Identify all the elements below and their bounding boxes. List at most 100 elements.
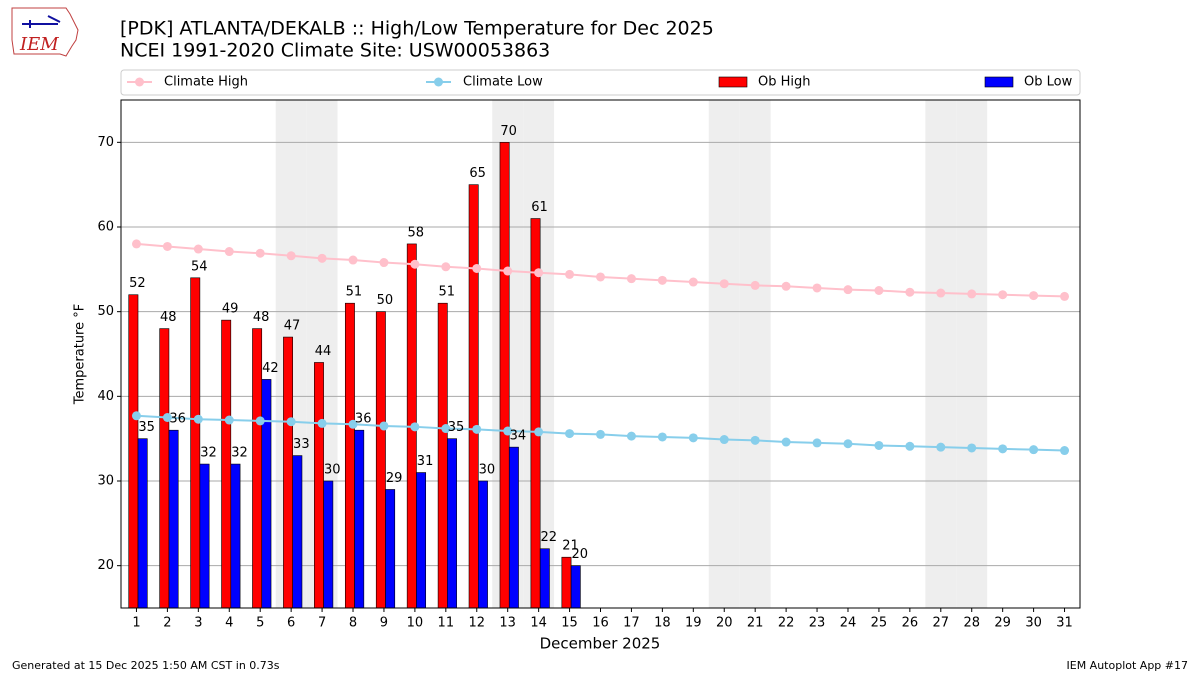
- value-label: 58: [408, 225, 425, 240]
- x-tick-label: 30: [1025, 616, 1042, 631]
- legend-swatch: [984, 76, 1014, 88]
- point: [193, 244, 203, 254]
- point: [162, 241, 172, 251]
- x-tick-label: 14: [530, 616, 547, 631]
- point: [255, 416, 265, 426]
- bar: [437, 302, 448, 609]
- value-label: 52: [129, 276, 146, 291]
- logo: IEM: [11, 7, 79, 57]
- point: [472, 263, 482, 273]
- chart-title: [PDK] ATLANTA/DEKALB :: High/Low Tempera…: [120, 18, 714, 40]
- legend-label: Ob High: [758, 75, 811, 90]
- point: [503, 266, 513, 276]
- bar: [199, 463, 210, 609]
- value-label: 51: [438, 285, 455, 300]
- point: [998, 444, 1008, 454]
- point: [317, 418, 327, 428]
- x-axis-label: December 2025: [540, 635, 661, 653]
- point: [1029, 291, 1039, 301]
- legend-marker: [434, 77, 443, 87]
- bar: [292, 455, 303, 609]
- value-label: 47: [284, 319, 301, 334]
- point: [874, 440, 884, 450]
- value-label: 36: [169, 412, 186, 427]
- y-axis-label: Temperature °F: [73, 304, 88, 405]
- x-tick-label: 21: [747, 616, 764, 631]
- logo-outline: [11, 7, 79, 57]
- point: [410, 259, 420, 269]
- x-tick-label: 9: [380, 616, 388, 631]
- value-label: 30: [324, 463, 341, 478]
- value-label: 49: [222, 302, 239, 317]
- point: [967, 289, 977, 299]
- legend-label: Climate High: [164, 75, 248, 90]
- value-label: 61: [531, 200, 548, 215]
- point: [162, 413, 172, 422]
- point: [224, 247, 234, 257]
- plot-frame: [120, 99, 1081, 609]
- point: [348, 419, 358, 429]
- value-label: 29: [386, 471, 403, 486]
- point: [565, 269, 575, 279]
- point: [781, 437, 791, 447]
- point: [936, 442, 946, 452]
- footer-right: IEM Autoplot App #17: [1067, 659, 1189, 672]
- bar: [323, 480, 334, 609]
- point: [719, 435, 729, 445]
- value-label: 36: [355, 412, 372, 427]
- point: [626, 274, 636, 284]
- point: [441, 262, 451, 272]
- point: [781, 281, 791, 291]
- x-tick-label: 26: [902, 616, 919, 631]
- x-tick-label: 28: [963, 616, 980, 631]
- bar: [375, 311, 386, 609]
- bar: [159, 328, 170, 609]
- point: [348, 255, 358, 265]
- y-tick-label: 50: [97, 304, 114, 319]
- bar: [561, 556, 572, 609]
- bar: [499, 142, 510, 609]
- bar: [354, 429, 365, 609]
- x-tick-label: 5: [256, 616, 264, 631]
- point: [193, 414, 203, 424]
- point: [750, 280, 760, 290]
- point: [998, 290, 1008, 300]
- x-tick-label: 20: [716, 616, 733, 631]
- logo-icon: [22, 15, 61, 28]
- value-label: 44: [315, 344, 332, 359]
- point: [565, 429, 575, 439]
- bar: [508, 446, 519, 609]
- bar: [570, 565, 581, 609]
- y-tick-label: 60: [97, 220, 114, 235]
- point: [131, 239, 141, 249]
- point: [657, 275, 667, 285]
- bar: [447, 438, 457, 609]
- point: [503, 426, 513, 436]
- point: [286, 251, 296, 261]
- bar: [137, 438, 148, 609]
- point: [596, 429, 605, 439]
- bar: [252, 328, 263, 609]
- y-tick-label: 20: [97, 558, 114, 573]
- point: [1060, 291, 1070, 301]
- point: [812, 283, 822, 293]
- value-label: 70: [500, 124, 517, 139]
- legend-label: Climate Low: [463, 75, 543, 90]
- legend-box: [120, 69, 1081, 96]
- x-tick-label: 25: [871, 616, 888, 631]
- weekend-band: [708, 100, 740, 608]
- line: [136, 242, 1065, 298]
- point: [657, 432, 667, 442]
- value-label: 54: [191, 259, 208, 274]
- x-tick-label: 24: [840, 616, 857, 631]
- legend-label: Ob Low: [1024, 75, 1073, 90]
- x-tick-label: 13: [499, 616, 516, 631]
- x-tick-label: 18: [654, 616, 671, 631]
- point: [905, 441, 915, 451]
- point: [626, 431, 636, 441]
- value-label: 20: [571, 547, 588, 562]
- value-label: 21: [562, 539, 579, 554]
- x-tick-label: 7: [318, 616, 326, 631]
- value-label: 48: [253, 310, 270, 325]
- point: [1060, 446, 1070, 456]
